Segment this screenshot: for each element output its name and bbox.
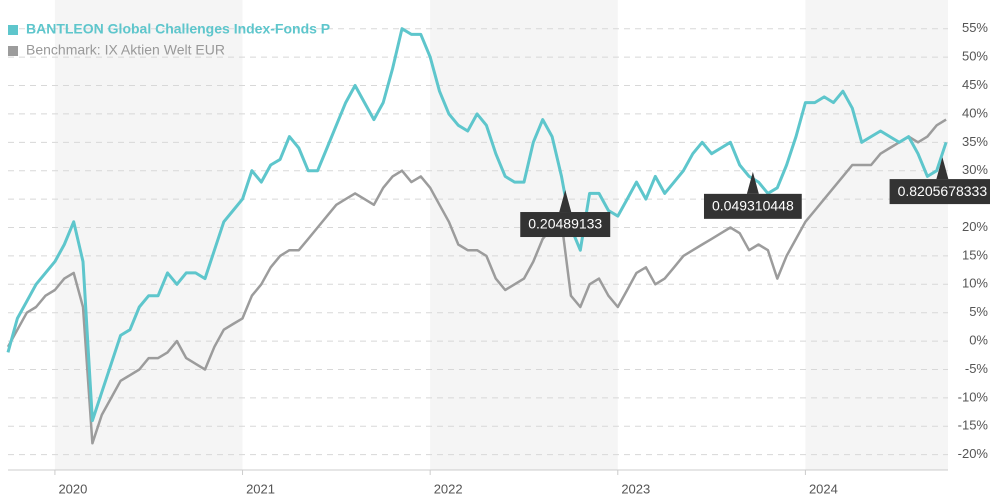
tooltip-text: 0.049310448 [712, 198, 794, 214]
y-tick-label: 5% [969, 304, 988, 319]
y-tick-label: 20% [962, 219, 988, 234]
tooltip-pointer [746, 171, 759, 194]
y-tick-label: 55% [962, 20, 988, 35]
legend-swatch [8, 25, 18, 35]
tooltip-pointer [936, 157, 949, 180]
y-tick-label: -20% [958, 446, 989, 461]
series-line [6, 118, 947, 445]
tooltip-text: 0.20489133 [528, 216, 602, 232]
legend-label: Benchmark: IX Aktien Welt EUR [26, 42, 225, 58]
tooltip-pointer [559, 190, 572, 213]
x-tick-label: 2021 [246, 481, 275, 496]
tooltip-box [703, 193, 802, 219]
tooltip-box [520, 212, 611, 238]
y-tick-label: 40% [962, 105, 988, 120]
x-tick-label: 2022 [434, 481, 463, 496]
y-tick-label: 10% [962, 276, 988, 291]
year-band [805, 0, 948, 470]
y-tick-label: -5% [965, 361, 989, 376]
year-band [54, 0, 243, 470]
legend-label: BANTLEON Global Challenges Index-Fonds P [26, 21, 330, 37]
tooltip: 0.049310448 [703, 171, 802, 219]
y-tick-label: 35% [962, 134, 988, 149]
y-tick-label: 0% [969, 333, 988, 348]
y-tick-label: -10% [958, 389, 989, 404]
y-tick-label: 50% [962, 49, 988, 64]
tooltip: 0.20489133 [520, 190, 611, 238]
tooltip-box [889, 179, 990, 205]
y-tick-label: 30% [962, 162, 988, 177]
x-tick-label: 2023 [621, 481, 650, 496]
legend-swatch [8, 46, 18, 56]
tooltip-text: 0.8205678333 [898, 183, 988, 199]
x-tick-label: 2024 [809, 481, 838, 496]
x-tick-label: 2020 [58, 481, 87, 496]
series-line [6, 27, 948, 423]
y-tick-label: 15% [962, 247, 988, 262]
y-tick-label: 45% [962, 77, 988, 92]
tooltip: 0.8205678333 [889, 157, 990, 205]
y-tick-label: -15% [958, 418, 989, 433]
